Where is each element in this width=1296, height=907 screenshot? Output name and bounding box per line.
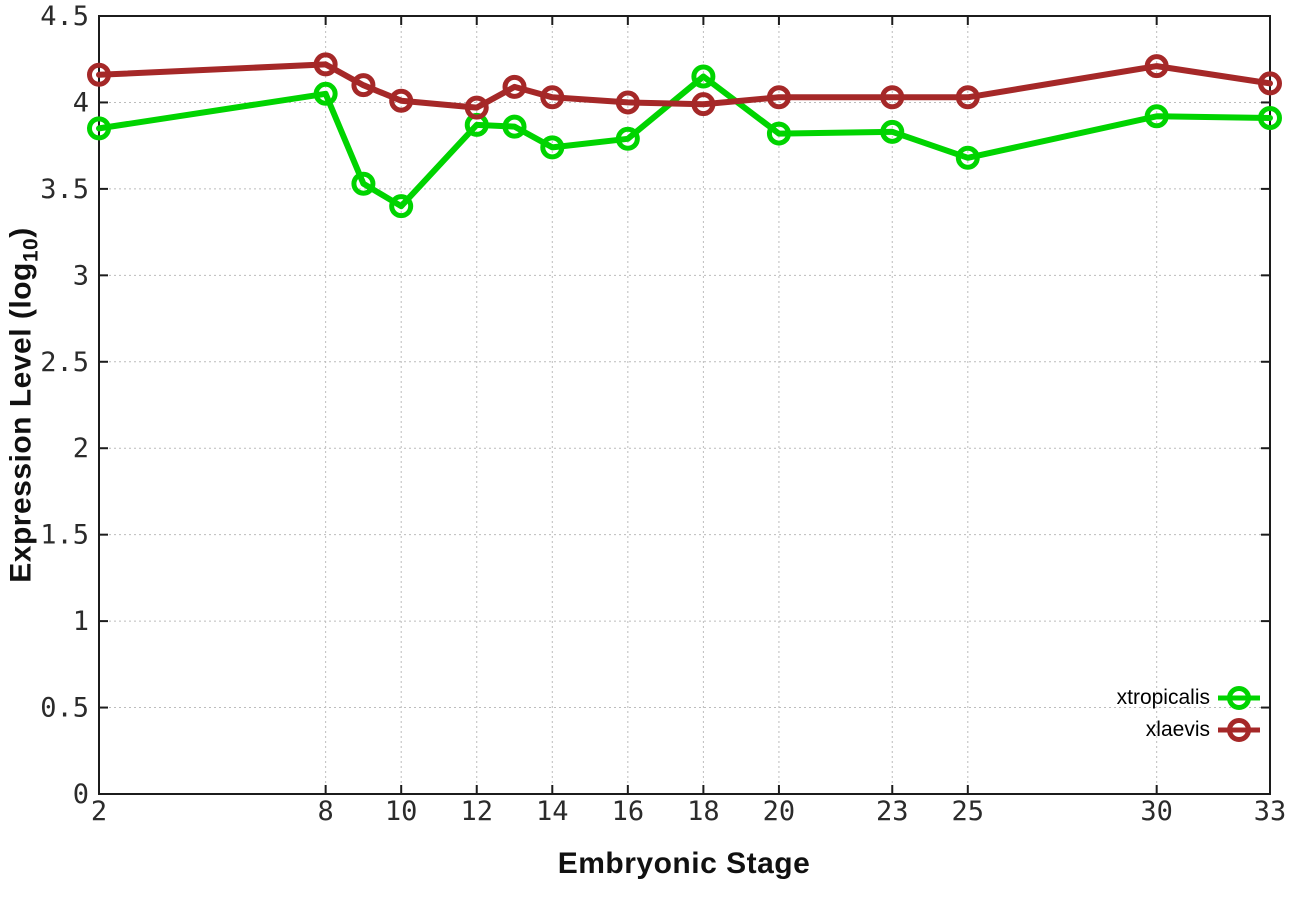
y-tick-label: 1 (73, 606, 89, 637)
y-tick-label: 3.5 (40, 174, 89, 205)
x-tick-label: 18 (687, 796, 720, 827)
y-tick-label: 3 (73, 260, 89, 291)
x-tick-label: 20 (763, 796, 796, 827)
legend: xtropicalis xlaevis (1117, 682, 1260, 746)
y-tick-label: 0.5 (40, 693, 89, 724)
data-point-xtropicalis (691, 64, 716, 89)
data-point-xlaevis (955, 85, 980, 110)
x-tick-label: 10 (385, 796, 418, 827)
y-tick-label: 0 (73, 779, 89, 810)
series-line-xtropicalis (96, 73, 1273, 210)
data-point-xlaevis (615, 90, 640, 115)
data-point-xtropicalis (351, 171, 376, 196)
legend-entry-xlaevis: xlaevis (1146, 714, 1260, 746)
y-tick-label: 2.5 (40, 347, 89, 378)
y-axis-title-text: Expression Level (log (4, 262, 38, 583)
data-point-xlaevis (351, 73, 376, 98)
data-point-xtropicalis (87, 116, 111, 141)
data-point-xlaevis (766, 85, 791, 110)
data-point-xtropicalis (1258, 106, 1282, 131)
y-axis-title-subscript: 10 (19, 237, 43, 263)
x-tick-label: 14 (536, 796, 569, 827)
data-point-xlaevis (691, 92, 716, 117)
data-point-xlaevis (540, 85, 565, 110)
x-tick-label: 30 (1140, 796, 1173, 827)
data-point-xtropicalis (1144, 104, 1169, 129)
data-point-xtropicalis (502, 114, 527, 139)
data-point-xlaevis (389, 88, 414, 113)
data-point-xlaevis (880, 85, 905, 110)
data-point-xtropicalis (615, 126, 640, 151)
x-tick-label: 8 (318, 796, 334, 827)
data-point-xlaevis (502, 74, 527, 99)
y-axis-title: Expression Level (log10) (5, 227, 44, 582)
data-point-xtropicalis (766, 121, 791, 146)
legend-label-xtropicalis: xtropicalis (1116, 686, 1210, 709)
legend-entry-xtropicalis: xtropicalis (1117, 682, 1260, 714)
data-point-xtropicalis (955, 145, 980, 170)
data-point-xlaevis (87, 62, 111, 87)
x-tick-label: 33 (1254, 796, 1287, 827)
legend-marker-xlaevis-icon (1218, 718, 1260, 742)
legend-marker-xtropicalis-icon (1218, 686, 1260, 710)
y-tick-label: 4.5 (40, 1, 89, 32)
x-tick-label: 25 (952, 796, 985, 827)
data-point-xlaevis (313, 52, 338, 77)
y-tick-label: 1.5 (40, 520, 89, 551)
x-tick-label: 12 (460, 796, 493, 827)
x-tick-label: 16 (612, 796, 645, 827)
x-axis-title: Embryonic Stage (557, 847, 811, 880)
y-axis-title-close: ) (4, 227, 38, 238)
data-point-xlaevis (464, 95, 489, 120)
series-line-xlaevis (96, 61, 1273, 111)
x-tick-label: 2 (91, 796, 107, 827)
data-point-xlaevis (1144, 54, 1169, 79)
data-point-xtropicalis (313, 81, 338, 106)
data-point-xtropicalis (389, 194, 414, 219)
data-point-xlaevis (1258, 71, 1282, 96)
legend-label-xlaevis: xlaevis (1145, 718, 1210, 741)
y-tick-label: 2 (73, 433, 89, 464)
data-point-xtropicalis (880, 119, 905, 144)
x-tick-label: 23 (876, 796, 909, 827)
y-tick-label: 4 (73, 87, 89, 118)
data-point-xtropicalis (540, 135, 565, 160)
plot-border (98, 15, 1271, 795)
